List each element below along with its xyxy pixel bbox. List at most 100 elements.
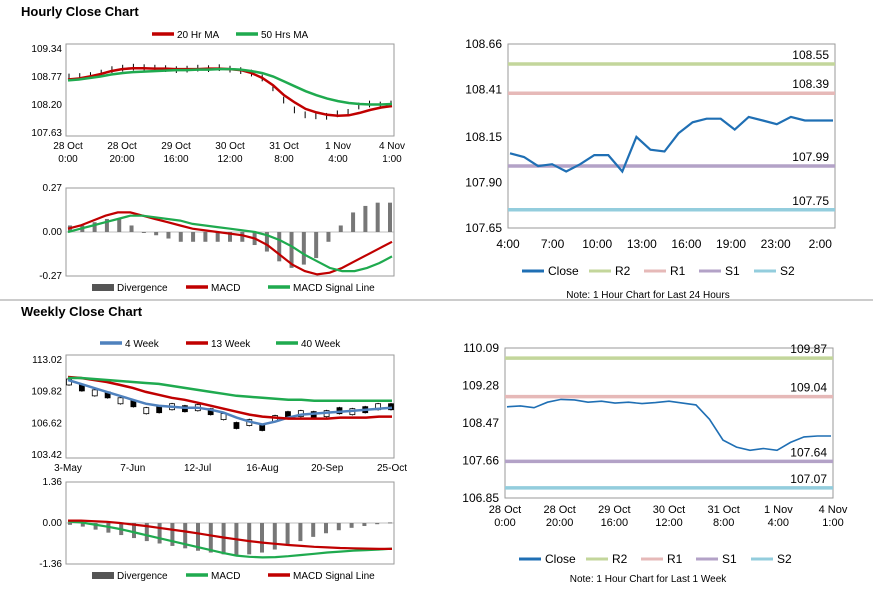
hourly-macd-divergence-bar: [277, 232, 282, 262]
weekly-macd-divergence-bar: [285, 523, 290, 546]
hourly-pivot-xtick: 23:00: [761, 237, 791, 251]
weekly-pivot-level-label-s2: 107.07: [790, 472, 827, 486]
weekly-section-title: Weekly Close Chart: [21, 304, 143, 319]
weekly-price-frame: [65, 354, 395, 459]
weekly-pivot-legend-label-close: Close: [545, 552, 576, 566]
weekly-macd-divergence-bar: [132, 523, 136, 539]
weekly-macd-divergence-bar: [157, 523, 162, 544]
weekly-macd-divergence-bar: [311, 523, 316, 537]
hourly-price-xtick-time: 12:00: [217, 154, 242, 165]
hourly-macd-divergence-bar: [375, 202, 380, 232]
weekly-pivot-ytick: 107.66: [462, 454, 499, 468]
hourly-price-xtick-date: 30 Oct: [215, 141, 245, 152]
weekly-pivot-xtick-time: 16:00: [601, 517, 629, 529]
hourly-legend-signal-label: MACD Signal Line: [293, 283, 375, 294]
weekly-legend-4-week-label: 4 Week: [125, 339, 160, 350]
weekly-pivot-xtick-time: 4:00: [768, 517, 789, 529]
weekly-legend-40-week-label: 40 Week: [301, 339, 341, 350]
hourly-pivot-xtick: 2:00: [809, 237, 833, 251]
hourly-macd-divergence-bar: [203, 232, 208, 242]
hourly-macd-divergence-bar: [363, 205, 368, 232]
weekly-pivot-xtick-time: 8:00: [713, 517, 734, 529]
hourly-price-xtick-date: 1 Nov: [325, 141, 351, 152]
weekly-macd-divergence-bar: [349, 523, 354, 528]
weekly-macd-divergence-bar: [336, 523, 341, 531]
weekly-macd-divergence-bar: [247, 523, 252, 555]
hourly-pivot-frame: [507, 43, 836, 229]
weekly-legend-13-week-label: 13 Week: [211, 339, 251, 350]
weekly-macd-ytick: -1.36: [39, 559, 62, 570]
weekly-price-candle-body: [233, 422, 240, 429]
weekly-macd-divergence-bar: [144, 523, 149, 542]
hourly-macd-divergence-bar: [117, 218, 122, 232]
weekly-price-ytick: 109.82: [31, 387, 62, 398]
hourly-pivot-line-close: [509, 115, 833, 174]
weekly-pivot-note: Note: 1 Hour Chart for Last 1 Week: [570, 574, 728, 585]
hourly-pivot-ytick: 108.66: [465, 37, 502, 51]
weekly-price-line-4-week: [67, 378, 393, 426]
hourly-macd-ytick: 0.27: [43, 183, 63, 194]
hourly-price-xtick-time: 8:00: [274, 154, 294, 165]
hourly-pivot-legend-label-s2: S2: [780, 264, 795, 278]
weekly-price-ytick: 113.02: [32, 355, 62, 366]
weekly-legend-divergence-swatch: [92, 572, 114, 579]
hourly-macd-divergence-bar: [178, 232, 183, 242]
weekly-pivot-xtick-time: 0:00: [494, 517, 515, 529]
weekly-macd-divergence-bar: [170, 523, 175, 546]
hourly-pivot-xtick: 13:00: [627, 237, 657, 251]
hourly-legend-20hr-ma-label: 20 Hr MA: [177, 30, 220, 41]
hourly-price-xtick-date: 28 Oct: [107, 141, 137, 152]
hourly-macd-divergence-bar: [301, 232, 306, 265]
weekly-macd-ytick: 0.00: [43, 518, 63, 529]
hourly-pivot-xtick: 7:00: [541, 237, 565, 251]
hourly-macd-divergence-bar: [104, 218, 109, 232]
weekly-macd-divergence-bar: [362, 523, 367, 527]
hourly-pivot-level-label-s1: 107.99: [792, 150, 829, 164]
hourly-pivot-legend-label-close: Close: [548, 264, 579, 278]
weekly-macd-line-signal: [68, 519, 392, 550]
hourly-pivot-ytick: 108.41: [465, 83, 502, 97]
weekly-macd-divergence-bar: [298, 523, 303, 542]
hourly-legend-divergence-swatch: [92, 284, 114, 291]
weekly-macd-divergence-bar: [183, 523, 188, 549]
weekly-macd-divergence-bar: [68, 523, 72, 525]
hourly-pivot-xtick: 19:00: [716, 237, 746, 251]
hourly-macd-divergence-bar: [141, 232, 146, 233]
hourly-price-ytick: 107.63: [31, 128, 62, 139]
weekly-pivot-legend-label-s1: S1: [722, 552, 737, 566]
hourly-pivot-legend-label-r1: R1: [670, 264, 686, 278]
hourly-macd-divergence-bar: [228, 232, 232, 242]
hourly-macd-divergence-bar: [338, 225, 343, 232]
hourly-price-ytick: 108.77: [31, 72, 62, 83]
hourly-pivot-legend-label-r2: R2: [615, 264, 631, 278]
hourly-macd-divergence-bar: [326, 232, 331, 242]
weekly-pivot-xtick-date: 30 Oct: [653, 504, 685, 516]
weekly-pivot-level-label-r1: 109.04: [790, 381, 827, 395]
hourly-price-xtick-time: 16:00: [163, 154, 188, 165]
hourly-macd-ytick: -0.27: [39, 271, 62, 282]
hourly-section-title: Hourly Close Chart: [21, 4, 139, 19]
weekly-macd-divergence-bar: [272, 523, 277, 550]
weekly-price-ytick: 106.62: [31, 418, 62, 429]
hourly-price-line-20-hr-ma: [67, 66, 393, 118]
weekly-pivot-line-close: [506, 398, 831, 452]
weekly-legend-signal-label: MACD Signal Line: [293, 571, 375, 582]
weekly-macd-divergence-bar: [324, 523, 328, 534]
weekly-pivot-xtick-time: 1:00: [822, 517, 843, 529]
hourly-macd-divergence-bar: [264, 232, 269, 252]
hourly-macd-line-macd: [67, 211, 393, 276]
hourly-price-ytick: 108.20: [31, 100, 62, 111]
hourly-pivot-ytick: 107.65: [465, 221, 502, 235]
weekly-macd-ytick: 1.36: [43, 477, 63, 488]
hourly-macd-divergence-bar: [166, 232, 171, 239]
hourly-macd-divergence-bar: [92, 222, 97, 232]
weekly-pivot-legend-label-s2: S2: [777, 552, 792, 566]
hourly-pivot-level-label-r2: 108.55: [792, 48, 829, 62]
hourly-macd-divergence-bar: [289, 232, 294, 268]
hourly-price-xtick-time: 4:00: [328, 154, 348, 165]
weekly-pivot-xtick-date: 29 Oct: [598, 504, 630, 516]
hourly-price-xtick-date: 28 Oct: [53, 141, 83, 152]
weekly-macd-divergence-bar: [208, 523, 213, 553]
weekly-price-xtick: 12-Jul: [184, 463, 211, 474]
hourly-legend-50hr-ma-label: 50 Hrs MA: [261, 30, 309, 41]
